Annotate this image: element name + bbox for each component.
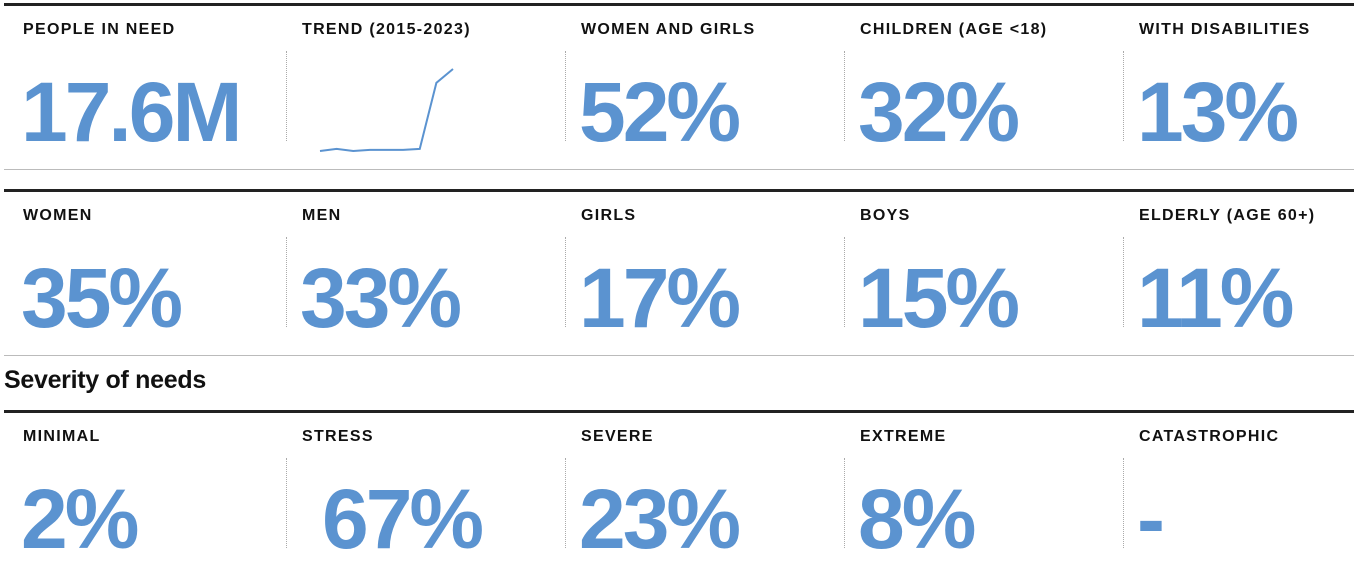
stat-value: 67% (322, 472, 484, 566)
stat-value: 11% (1137, 251, 1294, 345)
stat-card: PEOPLE IN NEED 17.6M (7, 6, 286, 166)
stat-label: CATASTROPHIC (1139, 428, 1280, 445)
stat-value: 13% (1137, 65, 1299, 159)
stat-value: 35% (21, 251, 183, 345)
stat-value: 17% (579, 251, 741, 345)
stat-card: WOMEN 35% (7, 192, 286, 352)
stat-label: WOMEN AND GIRLS (581, 21, 756, 38)
stat-value: - (1137, 472, 1165, 566)
sparkline (319, 68, 454, 153)
stat-card: WOMEN AND GIRLS 52% (565, 6, 844, 166)
stat-label: GIRLS (581, 207, 637, 224)
stat-label: CHILDREN (AGE <18) (860, 21, 1048, 38)
stat-card: CHILDREN (AGE <18) 32% (844, 6, 1123, 166)
stat-card: CATASTROPHIC - (1123, 413, 1361, 573)
stat-label: PEOPLE IN NEED (23, 21, 176, 38)
stat-label: SEVERE (581, 428, 654, 445)
stat-value: 32% (858, 65, 1020, 159)
stat-value: 15% (858, 251, 1020, 345)
stat-label: ELDERLY (AGE 60+) (1139, 207, 1316, 224)
stat-card: SEVERE 23% (565, 413, 844, 573)
stat-value: 17.6M (21, 65, 242, 159)
stat-label: WOMEN (23, 207, 93, 224)
stat-label: WITH DISABILITIES (1139, 21, 1311, 38)
stat-row: WOMEN 35% MEN 33% GIRLS 17% BOYS 15% ELDERLY (AG… (4, 189, 1354, 356)
stat-label: BOYS (860, 207, 911, 224)
stat-value: 2% (21, 472, 139, 566)
stat-row: MINIMAL 2% STRESS 67% SEVERE 23% EXTREME 8% CATA… (4, 410, 1354, 576)
stat-card: WITH DISABILITIES 13% (1123, 6, 1361, 166)
stat-card: MEN 33% (286, 192, 565, 352)
stat-value: 8% (858, 472, 976, 566)
stat-row: PEOPLE IN NEED 17.6M TREND (2015-2023) WOME… (4, 3, 1354, 170)
stat-card: GIRLS 17% (565, 192, 844, 352)
stat-card: EXTREME 8% (844, 413, 1123, 573)
stat-card: BOYS 15% (844, 192, 1123, 352)
stat-value: 23% (579, 472, 741, 566)
stat-label: EXTREME (860, 428, 947, 445)
stat-label: MINIMAL (23, 428, 101, 445)
section-title: Severity of needs (4, 366, 206, 394)
stat-card: STRESS 67% (286, 413, 565, 573)
stat-value: 33% (300, 251, 462, 345)
stat-card: ELDERLY (AGE 60+) 11% (1123, 192, 1361, 352)
stat-label: TREND (2015-2023) (302, 21, 471, 38)
stat-card: TREND (2015-2023) (286, 6, 565, 166)
stat-card: MINIMAL 2% (7, 413, 286, 573)
stat-label: MEN (302, 207, 342, 224)
stat-value: 52% (579, 65, 741, 159)
trend-line (319, 68, 454, 153)
stat-label: STRESS (302, 428, 374, 445)
